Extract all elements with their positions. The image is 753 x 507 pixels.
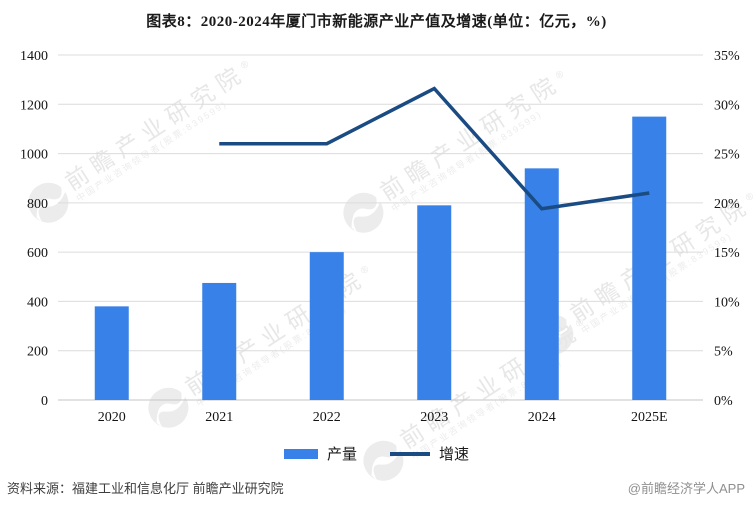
- x-axis-label-2023: 2023: [420, 410, 448, 425]
- right-axis-tick-label: 10%: [714, 295, 740, 310]
- legend-line-label: 增速: [439, 447, 470, 463]
- chart-title: 图表8：2020-2024年厦门市新能源产业产值及增速(单位：亿元，%): [146, 14, 607, 30]
- x-axis-label-2022: 2022: [313, 410, 341, 425]
- right-axis-tick-label: 0%: [714, 394, 733, 409]
- bar-2024: [524, 168, 559, 400]
- right-axis-tick-label: 25%: [714, 148, 740, 163]
- bar-2022: [309, 252, 344, 400]
- right-axis-tick-label: 35%: [714, 49, 740, 64]
- left-axis-tick-label: 600: [27, 246, 48, 261]
- chart-plot-area: 0 0% 200 5% 400 10% 600 15% 800 20% 1000 25% 1200 30%…: [20, 49, 740, 425]
- left-axis-tick-label: 1400: [20, 49, 48, 64]
- legend-bar-swatch: [283, 448, 318, 459]
- bar-2023: [417, 205, 452, 400]
- legend-line-swatch: [390, 451, 430, 456]
- right-axis-tick-label: 20%: [714, 197, 740, 212]
- bar-2021: [202, 282, 237, 400]
- left-axis-tick-label: 1200: [20, 98, 48, 113]
- source-note: 资料来源：福建工业和信息化厅 前瞻产业研究院: [7, 481, 284, 496]
- right-axis-tick-label: 30%: [714, 98, 740, 113]
- left-axis-tick-label: 200: [27, 345, 48, 360]
- left-axis-tick-label: 0: [41, 394, 48, 409]
- bar-2025E: [632, 116, 667, 400]
- left-axis-tick-label: 400: [27, 295, 48, 310]
- x-axis-label-2021: 2021: [205, 410, 233, 425]
- right-axis-tick-label: 15%: [714, 246, 740, 261]
- left-axis-tick-label: 1000: [20, 148, 48, 163]
- chart-legend: 产量 增速: [0, 443, 753, 464]
- right-axis-tick-label: 5%: [714, 345, 733, 360]
- bar-2020: [94, 306, 129, 400]
- x-axis-label-2024: 2024: [528, 410, 556, 425]
- x-axis-label-2025E: 2025E: [631, 410, 668, 425]
- growth-rate-line: [219, 86, 650, 211]
- x-axis-label-2020: 2020: [98, 410, 126, 425]
- legend-bar-label: 产量: [326, 447, 357, 463]
- left-axis-tick-label: 800: [27, 197, 48, 212]
- app-credit: @前瞻经济学人APP: [627, 481, 745, 496]
